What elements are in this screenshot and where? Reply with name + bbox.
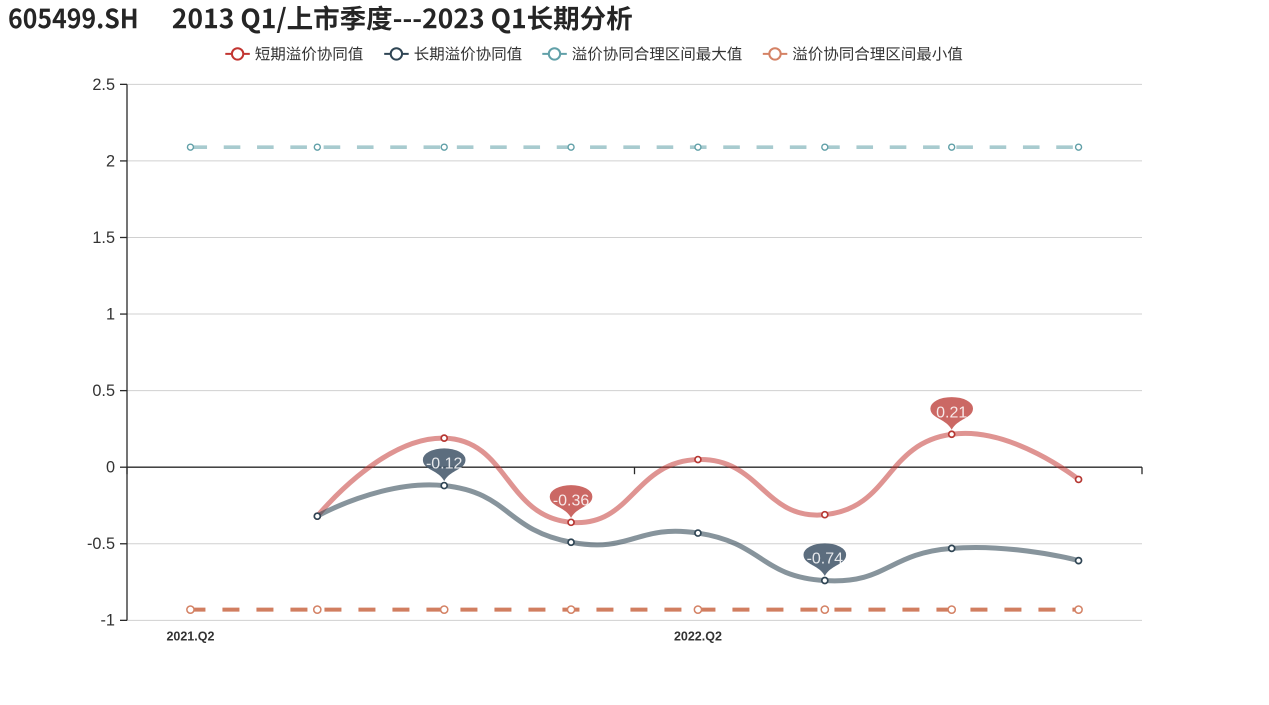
svg-text:-0.74: -0.74 bbox=[807, 551, 844, 568]
svg-text:2022.Q2: 2022.Q2 bbox=[674, 630, 722, 644]
svg-text:-0.5: -0.5 bbox=[87, 535, 115, 553]
svg-text:-0.36: -0.36 bbox=[553, 492, 590, 509]
svg-text:-0.12: -0.12 bbox=[426, 456, 463, 473]
svg-text:0: 0 bbox=[106, 459, 115, 477]
svg-text:-1: -1 bbox=[101, 612, 115, 630]
svg-text:1.5: 1.5 bbox=[92, 229, 115, 247]
svg-text:2.5: 2.5 bbox=[92, 76, 115, 94]
svg-text:0.21: 0.21 bbox=[936, 404, 967, 421]
svg-text:2021.Q2: 2021.Q2 bbox=[166, 630, 214, 644]
svg-text:2: 2 bbox=[106, 152, 115, 170]
svg-text:1: 1 bbox=[106, 305, 115, 323]
svg-text:0.5: 0.5 bbox=[92, 382, 115, 400]
